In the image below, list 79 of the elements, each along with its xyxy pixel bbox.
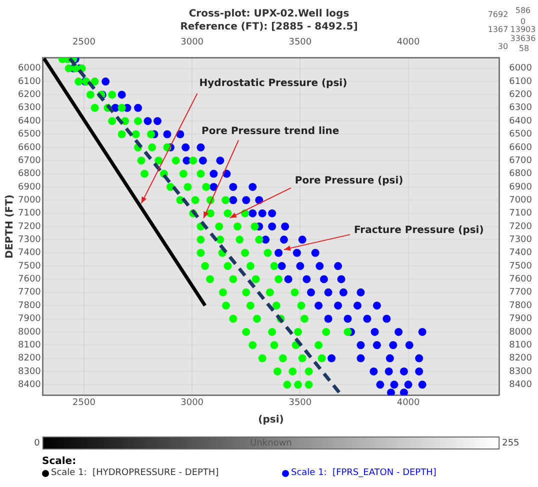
y2-tick-label: 6600 bbox=[509, 142, 532, 153]
y2-tick-label: 7400 bbox=[509, 248, 532, 258]
y2-tick-label: 7000 bbox=[509, 195, 532, 206]
y2-tick-label: 6800 bbox=[509, 169, 532, 180]
text: 586 bbox=[515, 6, 531, 15]
y2-tick-label: 6700 bbox=[509, 156, 532, 166]
x2-tick-label: 3500 bbox=[288, 38, 312, 48]
text: 30 bbox=[498, 42, 508, 51]
x2-tick-label: 3000 bbox=[180, 38, 204, 48]
y2-tick-label: 7300 bbox=[509, 235, 532, 246]
y-axis-title: DEPTH (FT) bbox=[4, 194, 16, 258]
x-tick-label: 2500 bbox=[72, 398, 96, 408]
y2-tick-label: 7800 bbox=[509, 300, 532, 311]
x-tick-label: 3000 bbox=[180, 398, 204, 408]
color-bar-label: 255 bbox=[502, 438, 520, 448]
annotation: Pore Pressure (psi) bbox=[294, 176, 404, 187]
text: 1367 bbox=[488, 25, 508, 34]
y2-tick-label: 8200 bbox=[509, 354, 532, 364]
y-tick-label: 8300 bbox=[18, 366, 42, 377]
text: 58 bbox=[518, 44, 530, 53]
y2-tick-label: 8100 bbox=[509, 340, 532, 350]
x2-tick-label: 2500 bbox=[72, 38, 96, 48]
y2-tick-label: 6300 bbox=[509, 103, 532, 114]
y2-tick-label: 8400 bbox=[509, 380, 532, 390]
y-tick-label: 6000 bbox=[18, 64, 42, 74]
y-tick-label: 7200 bbox=[18, 222, 42, 232]
annotation: Pore Pressure trend line bbox=[202, 126, 340, 137]
legend-title: Scale: bbox=[42, 456, 78, 467]
y2-tick-label: 6500 bbox=[509, 130, 532, 140]
x-tick-label: 3500 bbox=[288, 398, 312, 408]
y2-tick-label: 8000 bbox=[509, 327, 532, 338]
y2-tick-label: 7700 bbox=[509, 288, 532, 298]
y-tick-label: 6400 bbox=[18, 116, 42, 126]
text: 33636 bbox=[510, 34, 536, 43]
y-tick-label: 6300 bbox=[18, 103, 42, 114]
y2-tick-label: 7100 bbox=[509, 208, 532, 219]
legend-label: Scale 1: [HYDROPRESSURE - DEPTH] bbox=[51, 468, 219, 478]
y-tick-label: 7100 bbox=[18, 208, 42, 219]
x-tick-label: 4000 bbox=[396, 398, 420, 408]
y-tick-label: 6700 bbox=[18, 156, 42, 166]
y-tick-label: 6900 bbox=[18, 182, 42, 192]
chart-title: Cross-plot: UPX-02.Well logs bbox=[188, 8, 350, 20]
y-tick-label: 8000 bbox=[18, 327, 42, 338]
y-tick-label: 7900 bbox=[18, 314, 42, 324]
text: 13903 bbox=[510, 25, 536, 34]
y2-tick-label: 6400 bbox=[509, 116, 532, 126]
y2-tick-label: 6100 bbox=[509, 76, 532, 87]
annotation: Hydrostatic Pressure (psi) bbox=[199, 78, 348, 90]
y-tick-label: 6200 bbox=[18, 90, 42, 100]
y-tick-label: 7800 bbox=[18, 300, 42, 311]
y2-tick-label: 6000 bbox=[509, 64, 532, 74]
y-tick-label: 8400 bbox=[18, 380, 42, 390]
legend-label: Scale 1: [FPRS_EATON - DEPTH] bbox=[291, 468, 436, 478]
y-tick-label: 7700 bbox=[18, 288, 42, 298]
y2-tick-label: 7500 bbox=[509, 261, 532, 272]
color-bar-label: 0 bbox=[34, 438, 40, 448]
x-axis-title: (psi) bbox=[258, 414, 284, 426]
y2-tick-label: 7900 bbox=[509, 314, 532, 324]
chart-subtitle: Reference (FT): [2885 - 8492.5] bbox=[180, 22, 358, 33]
y2-tick-label: 6900 bbox=[509, 182, 532, 192]
y-tick-label: 7400 bbox=[18, 248, 42, 258]
y2-tick-label: 7600 bbox=[509, 274, 532, 285]
y-tick-label: 6500 bbox=[18, 130, 42, 140]
x2-tick-label: 4000 bbox=[396, 38, 420, 48]
y2-tick-label: 7200 bbox=[509, 222, 532, 232]
y-tick-label: 8200 bbox=[18, 354, 42, 364]
text: 0 bbox=[520, 17, 526, 26]
y-tick-label: 6100 bbox=[18, 76, 42, 87]
y-tick-label: 6600 bbox=[18, 142, 42, 153]
y-tick-label: 6800 bbox=[18, 169, 42, 180]
y-tick-label: 7000 bbox=[18, 195, 42, 206]
y-tick-label: 7500 bbox=[18, 261, 42, 272]
text: 7692 bbox=[488, 10, 508, 19]
y-tick-label: 8100 bbox=[18, 340, 42, 350]
y2-tick-label: 8300 bbox=[509, 366, 532, 377]
y-tick-label: 7300 bbox=[18, 235, 42, 246]
annotation: Fracture Pressure (psi) bbox=[354, 225, 484, 236]
y-tick-label: 7600 bbox=[18, 274, 42, 285]
y2-tick-label: 6200 bbox=[509, 90, 532, 100]
